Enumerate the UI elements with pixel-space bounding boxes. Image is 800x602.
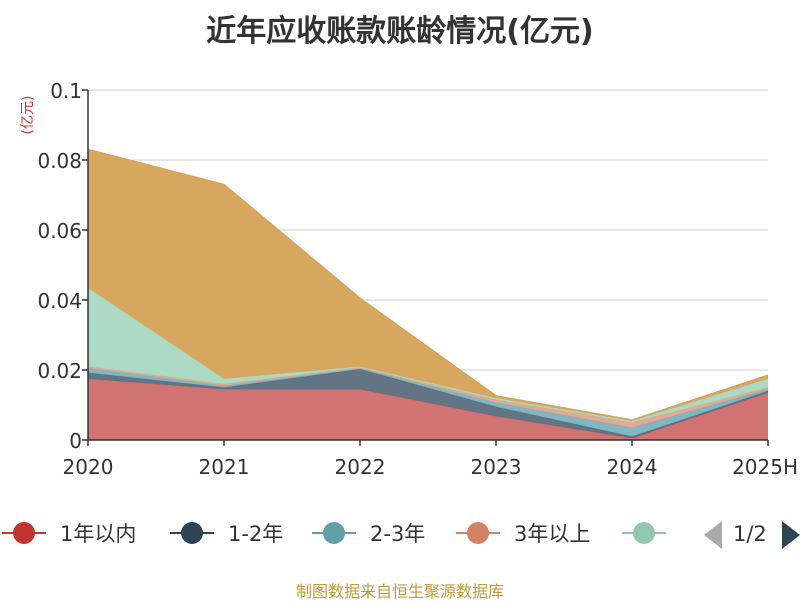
x-tick-label: 2023	[471, 455, 522, 479]
legend-marker	[13, 522, 35, 544]
legend-marker	[323, 522, 345, 544]
legend-marker	[633, 522, 655, 544]
legend-item[interactable]	[622, 522, 666, 544]
y-axis-label: (亿元)	[20, 96, 36, 135]
y-tick-label: 0.02	[37, 359, 82, 383]
legend-marker	[181, 522, 203, 544]
legend-item[interactable]: 2-3年	[312, 522, 425, 546]
legend-label: 3年以上	[514, 522, 590, 546]
area-series-6	[88, 149, 768, 421]
x-tick-label: 2021	[199, 455, 250, 479]
x-tick-label: 2024	[607, 455, 658, 479]
legend-label: 1年以内	[60, 522, 136, 546]
area-series-2	[88, 368, 768, 439]
area-series-1	[88, 378, 768, 440]
legend-item[interactable]: 3年以上	[456, 522, 590, 546]
legend-page-indicator: 1/2	[733, 522, 767, 546]
y-tick-label: 0	[69, 429, 82, 453]
legend-item[interactable]: 1年以内	[2, 522, 136, 546]
chart-title: 近年应收账款账龄情况(亿元)	[206, 14, 594, 49]
y-tick-label: 0.08	[37, 149, 82, 173]
legend-item[interactable]: 1-2年	[170, 522, 283, 546]
legend-label: 2-3年	[370, 522, 425, 546]
y-tick-label: 0.1	[50, 79, 82, 103]
pager-prev-icon[interactable]	[704, 521, 722, 549]
legend-marker	[467, 522, 489, 544]
x-tick-label: 2022	[335, 455, 386, 479]
y-tick-label: 0.04	[37, 289, 82, 313]
legend-label: 1-2年	[228, 522, 283, 546]
source-note: 制图数据来自恒生聚源数据库	[295, 582, 504, 601]
series-line-6	[87, 148, 769, 421]
pager-next-icon[interactable]	[782, 521, 800, 549]
y-tick-label: 0.06	[37, 219, 82, 243]
x-tick-label: 2025H	[732, 455, 798, 479]
x-tick-label: 2020	[63, 455, 114, 479]
